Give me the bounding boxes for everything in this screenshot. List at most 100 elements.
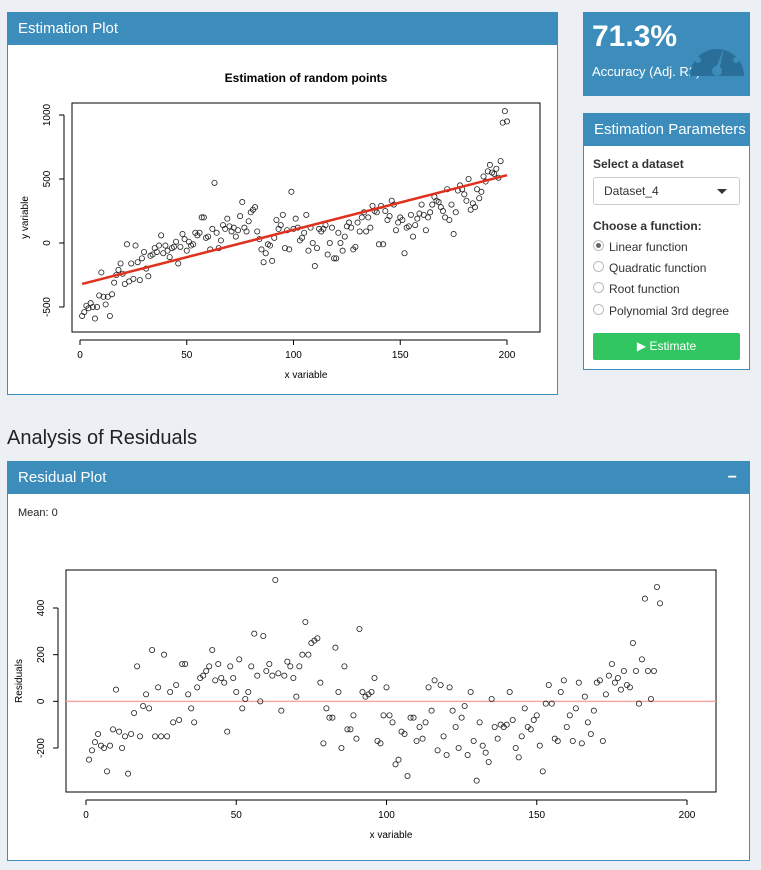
data-point [367,224,374,231]
data-point [206,663,213,670]
data-point [234,227,241,234]
data-point [272,577,279,584]
data-point [464,751,471,758]
data-point [236,656,243,663]
data-point [470,737,477,744]
data-point [434,747,441,754]
data-point [395,756,402,763]
data-point [509,716,516,723]
data-point [98,269,105,276]
data-point [482,749,489,756]
data-point [329,714,336,721]
data-point [221,679,228,686]
estimation-parameters-header: Estimation Parameters [584,114,749,146]
data-point [416,210,423,217]
plot-frame [65,569,717,793]
radio-button-icon[interactable] [593,261,604,272]
data-point [260,633,267,640]
data-point [164,733,171,740]
data-point [548,700,555,707]
data-point [218,674,225,681]
data-point [117,260,124,267]
data-point [257,698,264,705]
data-point [232,233,239,240]
data-point [173,238,180,245]
accuracy-value-box: 71.3% Accuracy (Adj. R2) [583,12,750,96]
data-point [629,640,636,647]
data-point [100,293,107,300]
data-point [137,733,144,740]
data-point [281,245,288,252]
radio-label: Root function [609,282,680,296]
data-point [288,188,295,195]
data-point [209,225,216,232]
estimation-plot: Estimation of random points 0 50 100 150 200 -… [20,71,541,381]
mean-text: Mean: 0 [18,507,58,519]
data-point [569,737,576,744]
accuracy-value: 71.3% [592,20,678,53]
data-point [363,228,370,235]
data-point [359,688,366,695]
data-point [431,677,438,684]
data-point [356,228,363,235]
data-point [209,647,216,654]
data-point [608,660,615,667]
y-tick-label: -200 [36,738,47,758]
data-point [166,254,173,261]
data-point [279,211,286,218]
data-point [554,737,561,744]
data-point [233,688,240,695]
data-point [175,260,182,267]
data-point [320,740,327,747]
data-point [493,165,500,172]
data-point [380,241,387,248]
data-point [136,277,143,284]
data-point [326,714,333,721]
data-point [354,219,361,226]
data-point [205,233,212,240]
data-point [471,204,478,211]
data-point [383,684,390,691]
data-point [170,719,177,726]
x-tick-label: 100 [378,810,395,821]
data-point [160,250,167,257]
data-point [212,677,219,684]
data-point [293,693,300,700]
data-point [473,777,480,784]
data-point [132,242,139,249]
data-point [497,158,504,165]
y-axis-label: y variable [20,196,31,239]
data-point [277,222,284,229]
data-point [292,215,299,222]
data-point [126,278,133,285]
dashboard-gauge-icon [690,37,744,76]
data-point [164,247,171,254]
radio-button-icon[interactable] [593,304,604,315]
data-point [479,742,486,749]
data-point [91,315,98,322]
data-point [95,730,102,737]
x-tick-label: 150 [528,810,545,821]
data-point [602,691,609,698]
radio-button-icon[interactable] [593,240,604,251]
data-point [425,214,432,221]
data-point [303,211,310,218]
collapse-button[interactable]: − [727,469,737,486]
data-point [230,224,237,231]
data-point [179,231,186,238]
data-point [620,667,627,674]
data-point [512,744,519,751]
estimate-button[interactable]: ▶ Estimate [593,333,740,360]
data-point [113,686,120,693]
radio-button-icon[interactable] [593,282,604,293]
data-point [346,219,353,226]
data-point [339,247,346,254]
data-point [407,714,414,721]
data-point [491,170,498,177]
data-point [281,672,288,679]
data-point [239,199,246,206]
data-point [377,740,384,747]
data-point [254,672,261,679]
data-point [566,712,573,719]
dataset-select[interactable]: Dataset_4 [593,177,740,205]
